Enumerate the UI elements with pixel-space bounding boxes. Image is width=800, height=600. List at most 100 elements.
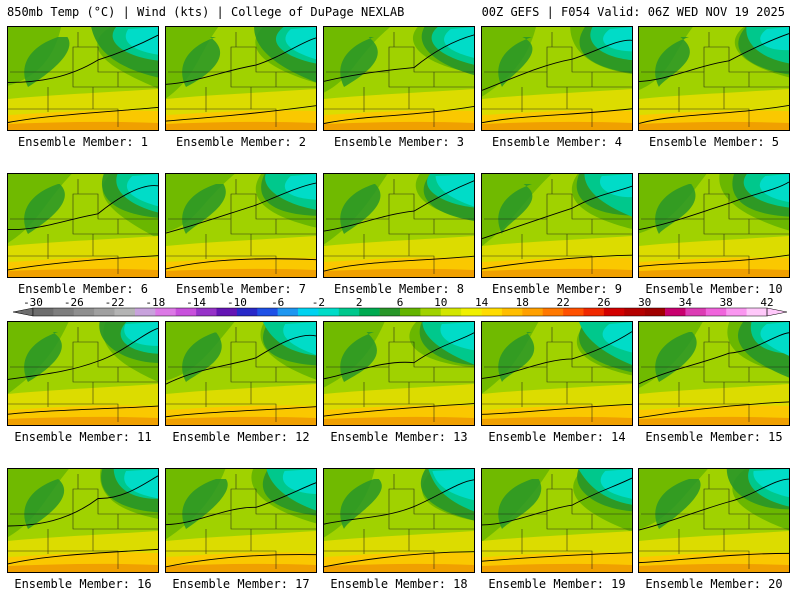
colorbar-tick-label: -10: [227, 296, 247, 309]
colorbar-swatch: [257, 308, 278, 316]
temperature-colorbar: -30 -26 -22 -18 -14 -10 -6 -2 2 6 10 14 18 22 26 30 34 38…: [12, 296, 788, 317]
colorbar-tick-label: 34: [679, 296, 693, 309]
ensemble-member-label: Ensemble Member: 11: [14, 430, 152, 444]
colorbar-tick-label: -2: [312, 296, 325, 309]
ensemble-member-6-map: [7, 173, 159, 278]
ensemble-member-16-map: [7, 468, 159, 573]
ensemble-member-label: Ensemble Member: 3: [333, 135, 465, 149]
ensemble-member-label: Ensemble Member: 9: [491, 282, 623, 296]
ensemble-member-5-map: [638, 26, 790, 131]
colorbar-swatch: [501, 308, 523, 316]
colorbar-swatch: [318, 308, 340, 316]
ensemble-member-17-map: [165, 468, 317, 573]
colorbar-left-arrow: [12, 307, 34, 317]
colorbar-tick-label: 10: [434, 296, 447, 309]
ensemble-member-9-map: [481, 173, 633, 278]
colorbar-swatch: [644, 308, 666, 316]
ensemble-member-15-map: [638, 321, 790, 426]
colorbar-swatch: [196, 308, 217, 316]
colorbar-swatch: [685, 308, 707, 316]
colorbar-swatch: [726, 308, 747, 316]
ensemble-member-label: Ensemble Member: 17: [172, 577, 310, 591]
colorbar-swatch: [298, 308, 319, 316]
ensemble-member-label: Ensemble Member: 14: [488, 430, 626, 444]
colorbar-swatch: [440, 308, 462, 316]
colorbar-swatch: [338, 308, 360, 316]
colorbar-right-arrow: [766, 307, 788, 317]
colorbar-swatch: [420, 308, 442, 316]
colorbar-swatch: [400, 308, 421, 316]
ensemble-member-3-map: [323, 26, 475, 131]
ensemble-member-label: Ensemble Member: 5: [648, 135, 780, 149]
ensemble-member-label: Ensemble Member: 1: [17, 135, 149, 149]
colorbar-tick-label: -30: [23, 296, 43, 309]
colorbar-swatch: [175, 308, 197, 316]
colorbar-tick-label: -18: [145, 296, 165, 309]
ensemble-member-label: Ensemble Member: 15: [645, 430, 783, 444]
colorbar-swatch: [379, 308, 401, 316]
ensemble-member-2-map: [165, 26, 317, 131]
colorbar-swatch: [481, 308, 503, 316]
colorbar-swatch: [461, 308, 482, 316]
ensemble-member-label: Ensemble Member: 20: [645, 577, 783, 591]
colorbar-swatch: [563, 308, 584, 316]
ensemble-member-11-map: [7, 321, 159, 426]
colorbar-swatch: [665, 308, 686, 316]
colorbar-swatch: [583, 308, 605, 316]
map-title: 850mb Temp (°C) | Wind (kts) | College o…: [7, 5, 405, 19]
colorbar-tick-label: 2: [356, 296, 363, 309]
ensemble-member-19-map: [481, 468, 633, 573]
ensemble-member-18-map: [323, 468, 475, 573]
colorbar-tick-label: 42: [760, 296, 773, 309]
ensemble-member-label: Ensemble Member: 10: [645, 282, 783, 296]
colorbar-swatch: [542, 308, 564, 316]
colorbar-swatch: [705, 308, 727, 316]
colorbar-swatch: [522, 308, 544, 316]
ensemble-member-1-map: [7, 26, 159, 131]
colorbar-tick-label: 18: [516, 296, 529, 309]
ensemble-member-7-map: [165, 173, 317, 278]
ensemble-member-label: Ensemble Member: 12: [172, 430, 310, 444]
ensemble-member-label: Ensemble Member: 19: [488, 577, 626, 591]
ensemble-member-10-map: [638, 173, 790, 278]
colorbar-swatch: [53, 308, 75, 316]
run-valid-time: 00Z GEFS | F054 Valid: 06Z WED NOV 19 20…: [481, 5, 785, 19]
colorbar-swatch: [277, 308, 299, 316]
colorbar-swatch: [73, 308, 95, 316]
colorbar-tick-label: -22: [105, 296, 125, 309]
colorbar-swatch: [746, 308, 768, 316]
colorbar-swatch: [603, 308, 625, 316]
colorbar-swatch: [359, 308, 380, 316]
ensemble-member-20-map: [638, 468, 790, 573]
ensemble-member-label: Ensemble Member: 6: [17, 282, 149, 296]
colorbar-swatch: [134, 308, 156, 316]
colorbar-tick-label: 38: [720, 296, 733, 309]
ensemble-member-8-map: [323, 173, 475, 278]
colorbar-tick-label: 30: [638, 296, 651, 309]
ensemble-member-label: Ensemble Member: 18: [330, 577, 468, 591]
colorbar-swatch: [33, 308, 54, 316]
ensemble-member-4-map: [481, 26, 633, 131]
ensemble-member-label: Ensemble Member: 16: [14, 577, 152, 591]
colorbar-swatch: [94, 308, 115, 316]
colorbar-swatch: [624, 308, 645, 316]
ensemble-member-label: Ensemble Member: 2: [175, 135, 307, 149]
colorbar-tick-label: 6: [397, 296, 404, 309]
colorbar-swatch: [114, 308, 136, 316]
colorbar-tick-label: -6: [271, 296, 284, 309]
colorbar-swatch: [155, 308, 177, 316]
colorbar-tick-label: -26: [64, 296, 84, 309]
colorbar-tick-label: 14: [475, 296, 489, 309]
colorbar-tick-label: 26: [597, 296, 610, 309]
ensemble-member-label: Ensemble Member: 13: [330, 430, 468, 444]
colorbar-swatch: [236, 308, 258, 316]
ensemble-member-label: Ensemble Member: 4: [491, 135, 623, 149]
colorbar-tick-label: 22: [556, 296, 569, 309]
ensemble-member-14-map: [481, 321, 633, 426]
ensemble-member-13-map: [323, 321, 475, 426]
ensemble-member-label: Ensemble Member: 7: [175, 282, 307, 296]
ensemble-member-label: Ensemble Member: 8: [333, 282, 465, 296]
colorbar-tick-label: -14: [186, 296, 206, 309]
ensemble-member-12-map: [165, 321, 317, 426]
colorbar-swatch: [216, 308, 238, 316]
